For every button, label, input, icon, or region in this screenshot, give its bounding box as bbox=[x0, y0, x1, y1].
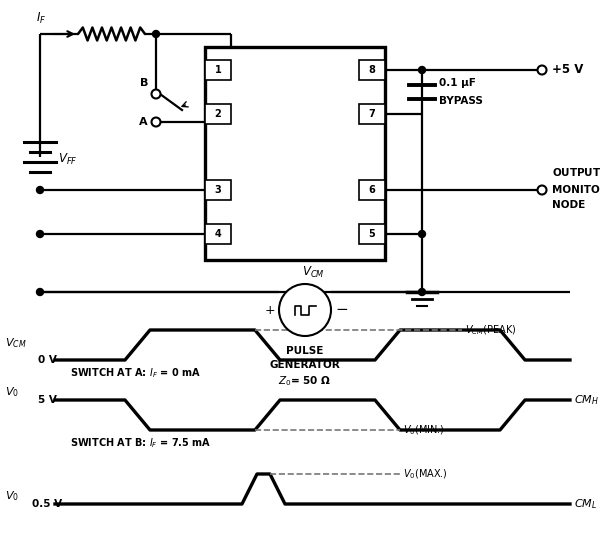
Text: $Z_0$= 50 Ω: $Z_0$= 50 Ω bbox=[278, 374, 332, 388]
Text: 2: 2 bbox=[215, 109, 221, 119]
Circle shape bbox=[37, 187, 44, 194]
Bar bbox=[359, 60, 385, 80]
Text: +: + bbox=[265, 304, 275, 316]
Circle shape bbox=[419, 289, 425, 295]
Text: $V_0$(MIN.): $V_0$(MIN.) bbox=[403, 423, 445, 437]
Text: $CM_H$: $CM_H$ bbox=[574, 393, 599, 407]
Text: 5: 5 bbox=[368, 229, 376, 239]
Circle shape bbox=[538, 185, 547, 194]
Text: $V_{CM}$: $V_{CM}$ bbox=[5, 336, 26, 350]
Text: NODE: NODE bbox=[552, 200, 585, 210]
Bar bbox=[359, 224, 385, 244]
Text: 0 V: 0 V bbox=[38, 355, 57, 365]
Text: 7: 7 bbox=[368, 109, 376, 119]
Text: A: A bbox=[139, 117, 148, 127]
Text: +5 V: +5 V bbox=[552, 63, 583, 77]
Bar bbox=[205, 180, 231, 200]
Text: MONITORING: MONITORING bbox=[552, 185, 600, 195]
Circle shape bbox=[37, 289, 44, 295]
Circle shape bbox=[538, 66, 547, 75]
Text: B: B bbox=[140, 78, 148, 88]
Text: GENERATOR: GENERATOR bbox=[269, 360, 340, 370]
Circle shape bbox=[419, 66, 425, 73]
Bar bbox=[205, 224, 231, 244]
Circle shape bbox=[419, 231, 425, 237]
Bar bbox=[205, 60, 231, 80]
Circle shape bbox=[151, 89, 161, 98]
Text: 4: 4 bbox=[215, 229, 221, 239]
Text: 8: 8 bbox=[368, 65, 376, 75]
Text: $V_{CM}$(PEAK): $V_{CM}$(PEAK) bbox=[465, 323, 517, 337]
Text: $CM_L$: $CM_L$ bbox=[574, 497, 597, 511]
Text: $I_F$: $I_F$ bbox=[35, 11, 46, 26]
Text: $V_0$(MAX.): $V_0$(MAX.) bbox=[403, 467, 448, 481]
Text: $V_{CM}$: $V_{CM}$ bbox=[302, 265, 325, 280]
Text: BYPASS: BYPASS bbox=[439, 96, 483, 106]
Text: −: − bbox=[335, 302, 348, 317]
Bar bbox=[359, 104, 385, 124]
Text: 6: 6 bbox=[368, 185, 376, 195]
Text: $V_0$: $V_0$ bbox=[5, 489, 19, 503]
Text: SWITCH AT B: $I_F$ = 7.5 mA: SWITCH AT B: $I_F$ = 7.5 mA bbox=[70, 436, 211, 450]
Circle shape bbox=[37, 231, 44, 237]
Text: PULSE: PULSE bbox=[286, 346, 323, 356]
Text: OUTPUT $V_0$: OUTPUT $V_0$ bbox=[552, 166, 600, 180]
Circle shape bbox=[152, 30, 160, 38]
Text: 0.1 μF: 0.1 μF bbox=[439, 78, 476, 88]
Text: 1: 1 bbox=[215, 65, 221, 75]
Circle shape bbox=[151, 118, 161, 126]
Bar bbox=[205, 104, 231, 124]
Circle shape bbox=[279, 284, 331, 336]
Text: 0.5 V: 0.5 V bbox=[32, 499, 62, 509]
Text: $V_0$: $V_0$ bbox=[5, 385, 19, 399]
Text: 5 V: 5 V bbox=[38, 395, 57, 405]
Text: SWITCH AT A: $I_F$ = 0 mA: SWITCH AT A: $I_F$ = 0 mA bbox=[70, 366, 201, 380]
Text: $V_{FF}$: $V_{FF}$ bbox=[58, 151, 77, 167]
Text: 3: 3 bbox=[215, 185, 221, 195]
Bar bbox=[359, 180, 385, 200]
Bar bbox=[205, 47, 385, 260]
